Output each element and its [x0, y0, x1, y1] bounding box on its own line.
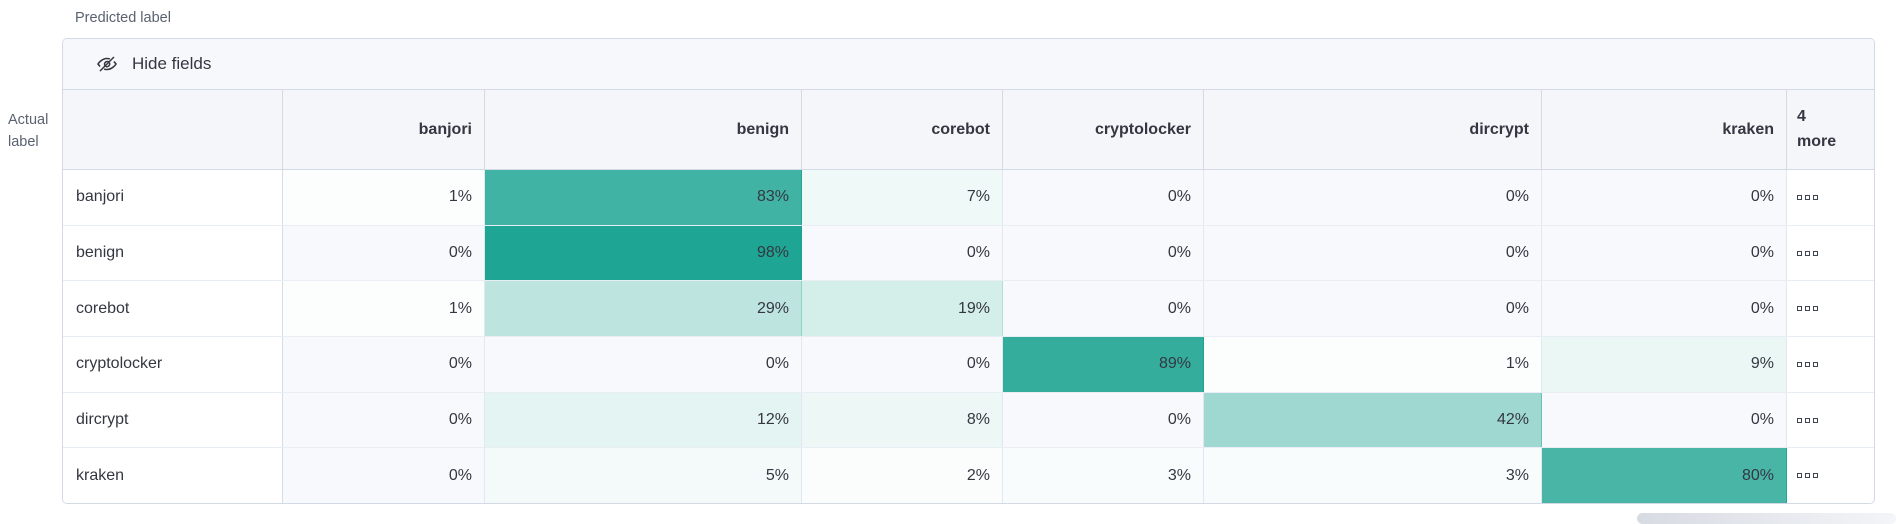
- matrix-body: banjori 1% 83% 7% 0% 0% 0% benign 0% 98% 0% 0% 0% 0% c…: [63, 170, 1874, 503]
- column-header-more[interactable]: 4 more: [1797, 107, 1837, 150]
- matrix-cell-banjori-cryptolocker: 0%: [1003, 170, 1204, 225]
- matrix-cell-banjori-corebot: 7%: [802, 170, 1003, 225]
- matrix-cell-benign-kraken: 0%: [1542, 225, 1787, 281]
- matrix-row-dircrypt: dircrypt 0% 12% 8% 0% 42% 0%: [63, 392, 1874, 449]
- boxes-horizontal-icon[interactable]: [1787, 448, 1872, 503]
- overflow-square: [1813, 250, 1818, 256]
- column-header-corebot[interactable]: corebot: [802, 90, 1003, 169]
- boxes-horizontal-icon[interactable]: [1787, 225, 1872, 281]
- overflow-square: [1797, 473, 1802, 479]
- overflow-square: [1797, 306, 1802, 312]
- boxes-horizontal-icon[interactable]: [1787, 337, 1872, 392]
- overflow-square: [1813, 306, 1818, 312]
- matrix-cell-dircrypt-cryptolocker: 0%: [1003, 392, 1204, 448]
- overflow-square: [1813, 417, 1818, 423]
- overflow-square: [1805, 306, 1810, 312]
- matrix-cell-corebot-corebot: 19%: [802, 281, 1003, 337]
- matrix-cell-kraken-kraken: 80%: [1542, 448, 1787, 503]
- overflow-square: [1797, 361, 1802, 367]
- matrix-cell-dircrypt-corebot: 8%: [802, 392, 1003, 448]
- matrix-cell-kraken-benign: 5%: [485, 448, 802, 503]
- matrix-cell-benign-banjori: 0%: [283, 225, 485, 281]
- overflow-square: [1797, 194, 1802, 200]
- matrix-cell-cryptolocker-kraken: 9%: [1542, 337, 1787, 392]
- matrix-cell-kraken-corebot: 2%: [802, 448, 1003, 503]
- predicted-label-caption: Predicted label: [75, 10, 171, 26]
- column-header-banjori[interactable]: banjori: [283, 90, 485, 169]
- eye-closed-icon: [96, 53, 118, 75]
- row-label-kraken: kraken: [63, 448, 283, 503]
- column-header-kraken[interactable]: kraken: [1542, 90, 1787, 169]
- overflow-square: [1813, 361, 1818, 367]
- hide-fields-label: Hide fields: [132, 54, 212, 73]
- horizontal-scrollbar-thumb[interactable]: [1637, 513, 1896, 524]
- matrix-cell-banjori-benign: 83%: [485, 170, 802, 225]
- matrix-cell-cryptolocker-cryptolocker: 89%: [1003, 337, 1204, 392]
- matrix-cell-corebot-banjori: 1%: [283, 281, 485, 337]
- overflow-square: [1813, 473, 1818, 479]
- overflow-square: [1805, 417, 1810, 423]
- matrix-cell-kraken-banjori: 0%: [283, 448, 485, 503]
- row-label-dircrypt: dircrypt: [63, 392, 283, 448]
- matrix-row-corebot: corebot 1% 29% 19% 0% 0% 0%: [63, 281, 1874, 338]
- matrix-cell-corebot-cryptolocker: 0%: [1003, 281, 1204, 337]
- matrix-cell-corebot-dircrypt: 0%: [1204, 281, 1542, 337]
- matrix-cell-cryptolocker-corebot: 0%: [802, 337, 1003, 392]
- matrix-cell-cryptolocker-dircrypt: 1%: [1204, 337, 1542, 392]
- matrix-cell-benign-cryptolocker: 0%: [1003, 225, 1204, 281]
- matrix-cell-benign-dircrypt: 0%: [1204, 225, 1542, 281]
- matrix-cell-dircrypt-dircrypt: 42%: [1204, 392, 1542, 448]
- row-label-banjori: banjori: [63, 170, 283, 225]
- row-label-benign: benign: [63, 225, 283, 281]
- matrix-cell-dircrypt-banjori: 0%: [283, 392, 485, 448]
- overflow-square: [1805, 473, 1810, 479]
- matrix-cell-cryptolocker-benign: 0%: [485, 337, 802, 392]
- matrix-cell-cryptolocker-banjori: 0%: [283, 337, 485, 392]
- matrix-cell-corebot-benign: 29%: [485, 281, 802, 337]
- overflow-square: [1805, 361, 1810, 367]
- overflow-square: [1805, 250, 1810, 256]
- matrix-cell-banjori-kraken: 0%: [1542, 170, 1787, 225]
- overflow-square: [1813, 194, 1818, 200]
- matrix-cell-dircrypt-kraken: 0%: [1542, 392, 1787, 448]
- matrix-row-banjori: banjori 1% 83% 7% 0% 0% 0%: [63, 170, 1874, 226]
- column-header-benign[interactable]: benign: [485, 90, 802, 169]
- matrix-corner-header-cell: [63, 90, 283, 169]
- matrix-cell-benign-corebot: 0%: [802, 225, 1003, 281]
- matrix-cell-kraken-dircrypt: 3%: [1204, 448, 1542, 503]
- row-label-cryptolocker: cryptolocker: [63, 337, 283, 392]
- boxes-horizontal-icon[interactable]: [1787, 392, 1872, 448]
- actual-label-caption: Actual label: [8, 112, 49, 150]
- matrix-row-kraken: kraken 0% 5% 2% 3% 3% 80%: [63, 448, 1874, 503]
- boxes-horizontal-icon[interactable]: [1787, 170, 1872, 225]
- matrix-cell-dircrypt-benign: 12%: [485, 392, 802, 448]
- column-header-dircrypt[interactable]: dircrypt: [1204, 90, 1542, 169]
- overflow-square: [1797, 250, 1802, 256]
- matrix-header-row: banjori benign corebot cryptolocker dircrypt…: [63, 90, 1874, 170]
- column-header-cryptolocker[interactable]: cryptolocker: [1003, 90, 1204, 169]
- matrix-cell-corebot-kraken: 0%: [1542, 281, 1787, 337]
- row-label-corebot: corebot: [63, 281, 283, 337]
- overflow-square: [1797, 417, 1802, 423]
- matrix-cell-banjori-banjori: 1%: [283, 170, 485, 225]
- matrix-row-cryptolocker: cryptolocker 0% 0% 0% 89% 1% 9%: [63, 337, 1874, 393]
- boxes-horizontal-icon[interactable]: [1787, 281, 1872, 337]
- confusion-matrix-panel: Hide fields banjori benign corebot cryptolo…: [62, 38, 1875, 504]
- matrix-cell-banjori-dircrypt: 0%: [1204, 170, 1542, 225]
- matrix-cell-kraken-cryptolocker: 3%: [1003, 448, 1204, 503]
- matrix-cell-benign-benign: 98%: [485, 225, 802, 281]
- overflow-square: [1805, 194, 1810, 200]
- hide-fields-button[interactable]: Hide fields: [63, 39, 1874, 90]
- matrix-row-benign: benign 0% 98% 0% 0% 0% 0%: [63, 225, 1874, 282]
